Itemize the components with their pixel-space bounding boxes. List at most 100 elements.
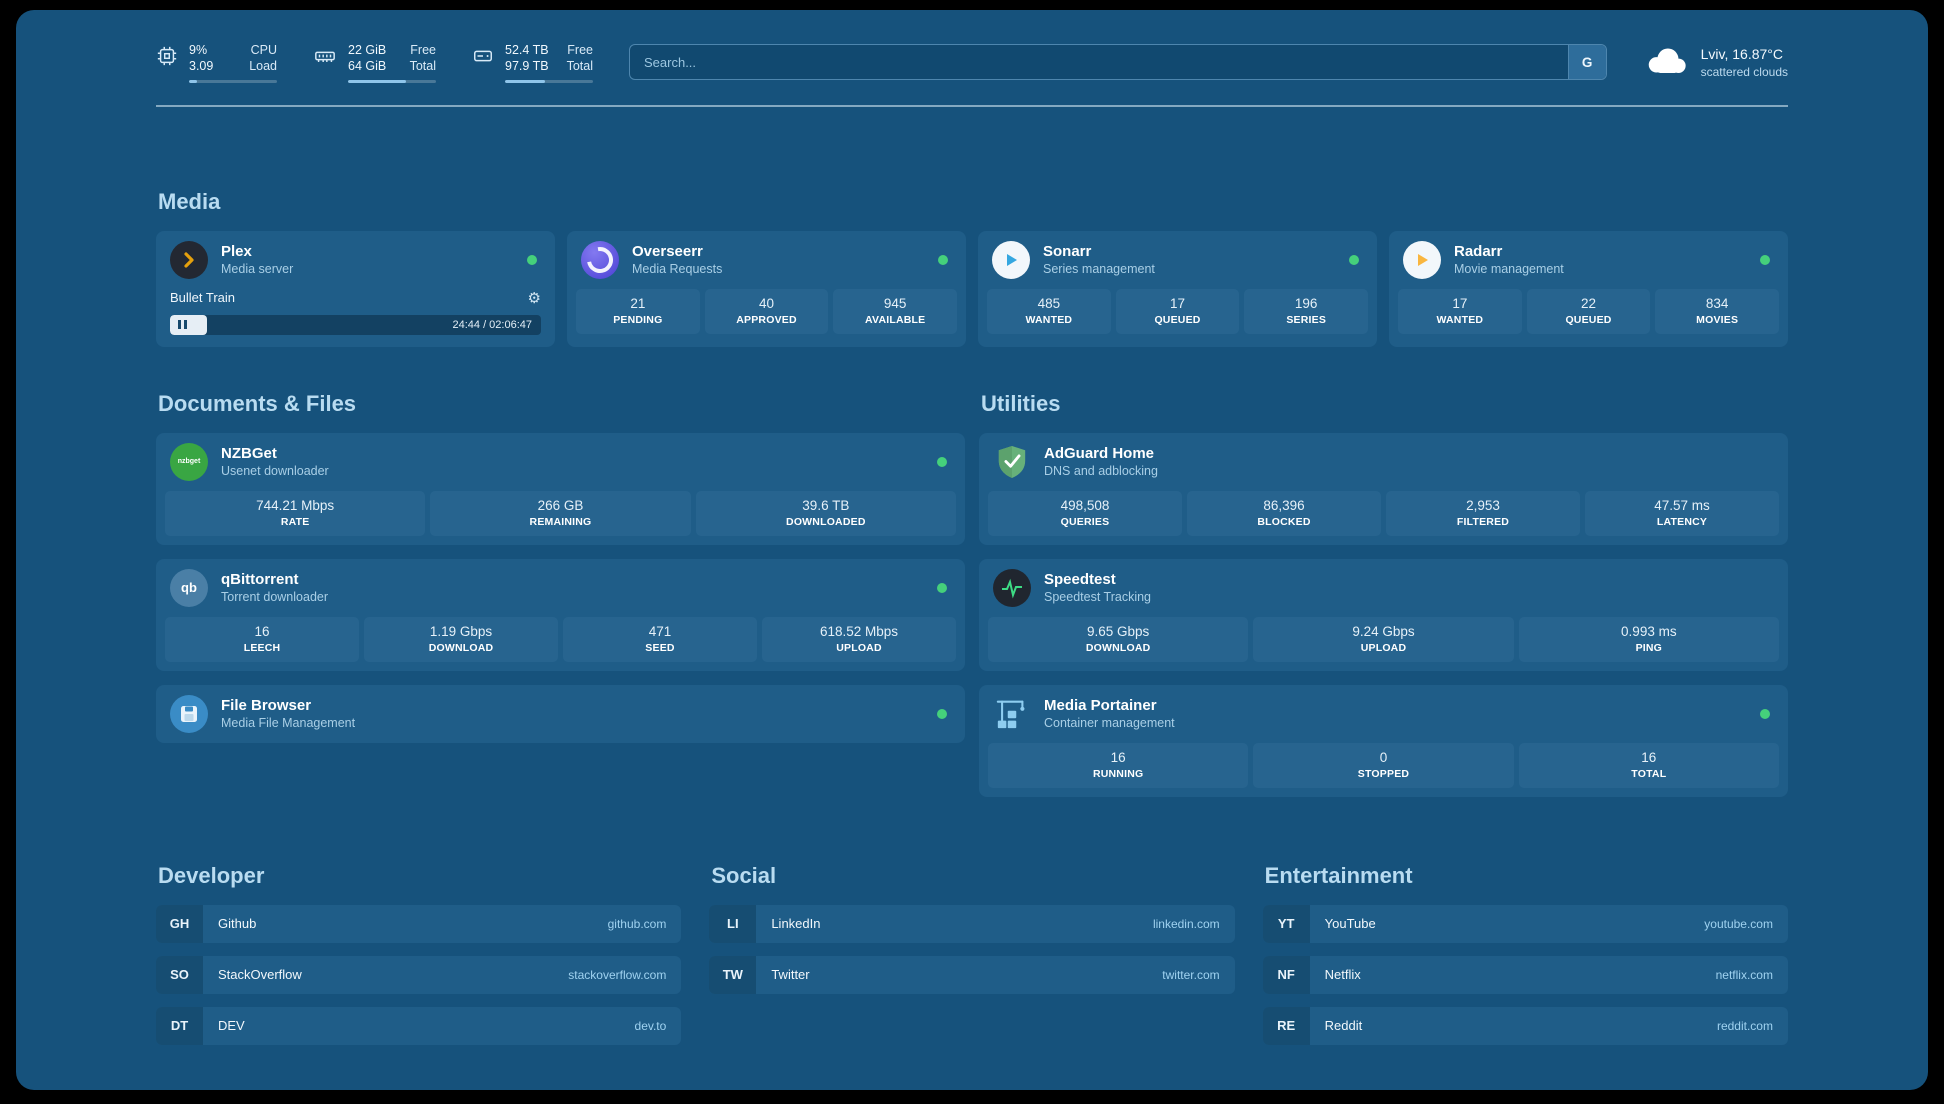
stat-box: 22 QUEUED [1526, 288, 1651, 334]
status-dot [1760, 708, 1770, 719]
cpu-label-2: Load [249, 59, 277, 74]
service-card-filebrowser[interactable]: File Browser Media File Management [156, 684, 965, 743]
stat-box: 40 APPROVED [704, 288, 829, 334]
bookmark-row-stackoverflow[interactable]: SO StackOverflow stackoverflow.com [156, 955, 682, 994]
bookmark-domain: linkedin.com [1152, 916, 1220, 931]
stat-box: 9.65 Gbps DOWNLOAD [988, 616, 1249, 662]
service-card-plex[interactable]: Plex Media server Bullet Train ⚙ [156, 230, 555, 347]
card-subtitle: Container management [1044, 716, 1175, 730]
service-card-portainer[interactable]: Media Portainer Container management 16 R… [979, 684, 1788, 797]
stat-box: 471 SEED [563, 616, 757, 662]
service-card-adguard[interactable]: AdGuard Home DNS and adblocking 498,508 Q… [979, 432, 1788, 545]
card-subtitle: Usenet downloader [221, 464, 329, 478]
service-card-sonarr[interactable]: Sonarr Series management 485 WANTED 17 QUE… [978, 230, 1377, 347]
sonarr-icon [992, 240, 1030, 279]
bookmark-row-dev[interactable]: DT DEV dev.to [156, 1006, 682, 1045]
bookmark-row-twitter[interactable]: TW Twitter twitter.com [709, 955, 1235, 994]
stat-box: 1.19 Gbps DOWNLOAD [364, 616, 558, 662]
plex-icon [170, 240, 208, 279]
service-card-nzbget[interactable]: nzbget NZBGet Usenet downloader 744.21 M… [156, 432, 965, 545]
service-card-qbittorrent[interactable]: qb qBittorrent Torrent downloader 16 LEEC… [156, 558, 965, 671]
stat-box: 945 AVAILABLE [833, 288, 958, 334]
stat-box: 9.24 Gbps UPLOAD [1253, 616, 1514, 662]
card-subtitle: DNS and adblocking [1044, 464, 1158, 478]
card-title: Media Portainer [1044, 697, 1157, 714]
disk-progress-bar [505, 79, 593, 83]
bookmark-name: LinkedIn [771, 916, 821, 931]
stat-box: 618.52 Mbps UPLOAD [762, 616, 956, 662]
portainer-crane-icon [993, 695, 1031, 733]
dashboard-panel: 9% CPU 3.09 Load 22 GiB Free 64 GiB [16, 10, 1928, 1090]
card-title: AdGuard Home [1044, 445, 1155, 462]
bookmark-name: Netflix [1324, 967, 1361, 982]
search-input[interactable] [630, 45, 1568, 80]
disk-label-1: Free [567, 43, 593, 57]
playback-progress-fill [170, 314, 208, 335]
bookmark-abbr: GH [156, 904, 203, 943]
stat-box: 196 SERIES [1244, 288, 1369, 334]
stat-box: 21 PENDING [576, 288, 700, 334]
card-subtitle: Media server [221, 262, 294, 276]
status-dot [937, 582, 947, 593]
playback-time: 24:44 / 02:06:47 [452, 318, 532, 331]
bookmark-domain: reddit.com [1716, 1018, 1773, 1033]
bookmark-row-github[interactable]: GH Github github.com [156, 904, 682, 943]
overseerr-icon [581, 240, 619, 279]
bookmark-row-reddit[interactable]: RE Reddit reddit.com [1262, 1006, 1788, 1045]
card-subtitle: Series management [1043, 262, 1155, 276]
card-subtitle: Movie management [1454, 262, 1564, 276]
plex-now-playing: Bullet Train ⚙ 24:44 / 02:06:47 [156, 289, 555, 347]
service-card-speedtest[interactable]: Speedtest Speedtest Tracking 9.65 Gbps DO… [979, 558, 1788, 671]
stat-box: 834 MOVIES [1655, 288, 1780, 334]
playback-progress-bar[interactable]: 24:44 / 02:06:47 [170, 314, 541, 335]
section-title-social: Social [711, 862, 777, 888]
section-title-utilities: Utilities [981, 390, 1061, 416]
stat-box: 16 RUNNING [988, 742, 1249, 788]
stat-box: 744.21 Mbps RATE [165, 490, 426, 536]
bookmark-row-linkedin[interactable]: LI LinkedIn linkedin.com [709, 904, 1235, 943]
gear-icon[interactable]: ⚙ [527, 289, 541, 307]
bookmark-name: Reddit [1324, 1018, 1363, 1033]
pause-icon[interactable] [178, 320, 187, 329]
status-dot [937, 708, 947, 719]
service-card-radarr[interactable]: Radarr Movie management 17 WANTED 22 QUEUE… [1389, 230, 1788, 347]
bookmark-name: StackOverflow [218, 967, 302, 982]
disk-free: 52.4 TB [505, 43, 549, 57]
top-bar: 9% CPU 3.09 Load 22 GiB Free 64 GiB [156, 42, 1788, 83]
card-title: Sonarr [1043, 243, 1092, 260]
card-title: Radarr [1454, 243, 1503, 260]
card-title: qBittorrent [221, 571, 299, 588]
status-dot [938, 254, 948, 265]
now-playing-title: Bullet Train [170, 290, 236, 305]
bookmark-domain: twitter.com [1162, 967, 1220, 982]
cloud-icon [1643, 44, 1689, 81]
resource-widgets: 9% CPU 3.09 Load 22 GiB Free 64 GiB [156, 42, 593, 83]
memory-free: 22 GiB [348, 43, 387, 57]
cpu-label-1: CPU [250, 43, 277, 57]
service-card-overseerr[interactable]: Overseerr Media Requests 21 PENDING 40 APP… [567, 230, 966, 347]
search-bar: G [629, 44, 1607, 81]
memory-progress-bar [348, 79, 436, 83]
stat-box: 86,396 BLOCKED [1187, 490, 1381, 536]
memory-label-1: Free [410, 43, 436, 57]
bookmark-row-netflix[interactable]: NF Netflix netflix.com [1262, 955, 1788, 994]
status-dot [1349, 254, 1359, 265]
stat-box: 17 WANTED [1398, 288, 1522, 334]
header-divider [156, 104, 1788, 107]
bookmark-abbr: SO [156, 955, 203, 994]
cpu-usage: 9% [189, 43, 208, 57]
stat-box: 39.6 TB DOWNLOADED [695, 490, 956, 536]
bookmark-domain: stackoverflow.com [568, 967, 667, 982]
card-title: Overseerr [632, 243, 703, 260]
stat-box: 16 TOTAL [1518, 742, 1779, 788]
bookmark-row-youtube[interactable]: YT YouTube youtube.com [1262, 904, 1788, 943]
bookmark-abbr: DT [156, 1006, 203, 1045]
bookmark-domain: github.com [607, 916, 667, 931]
filebrowser-icon [170, 694, 208, 733]
card-title: Plex [221, 243, 252, 260]
search-engine-button[interactable]: G [1567, 45, 1606, 80]
stat-box: 17 QUEUED [1115, 288, 1240, 334]
disk-label-2: Total [566, 59, 593, 74]
memory-widget: 22 GiB Free 64 GiB Total [313, 42, 436, 83]
status-dot [937, 456, 947, 467]
